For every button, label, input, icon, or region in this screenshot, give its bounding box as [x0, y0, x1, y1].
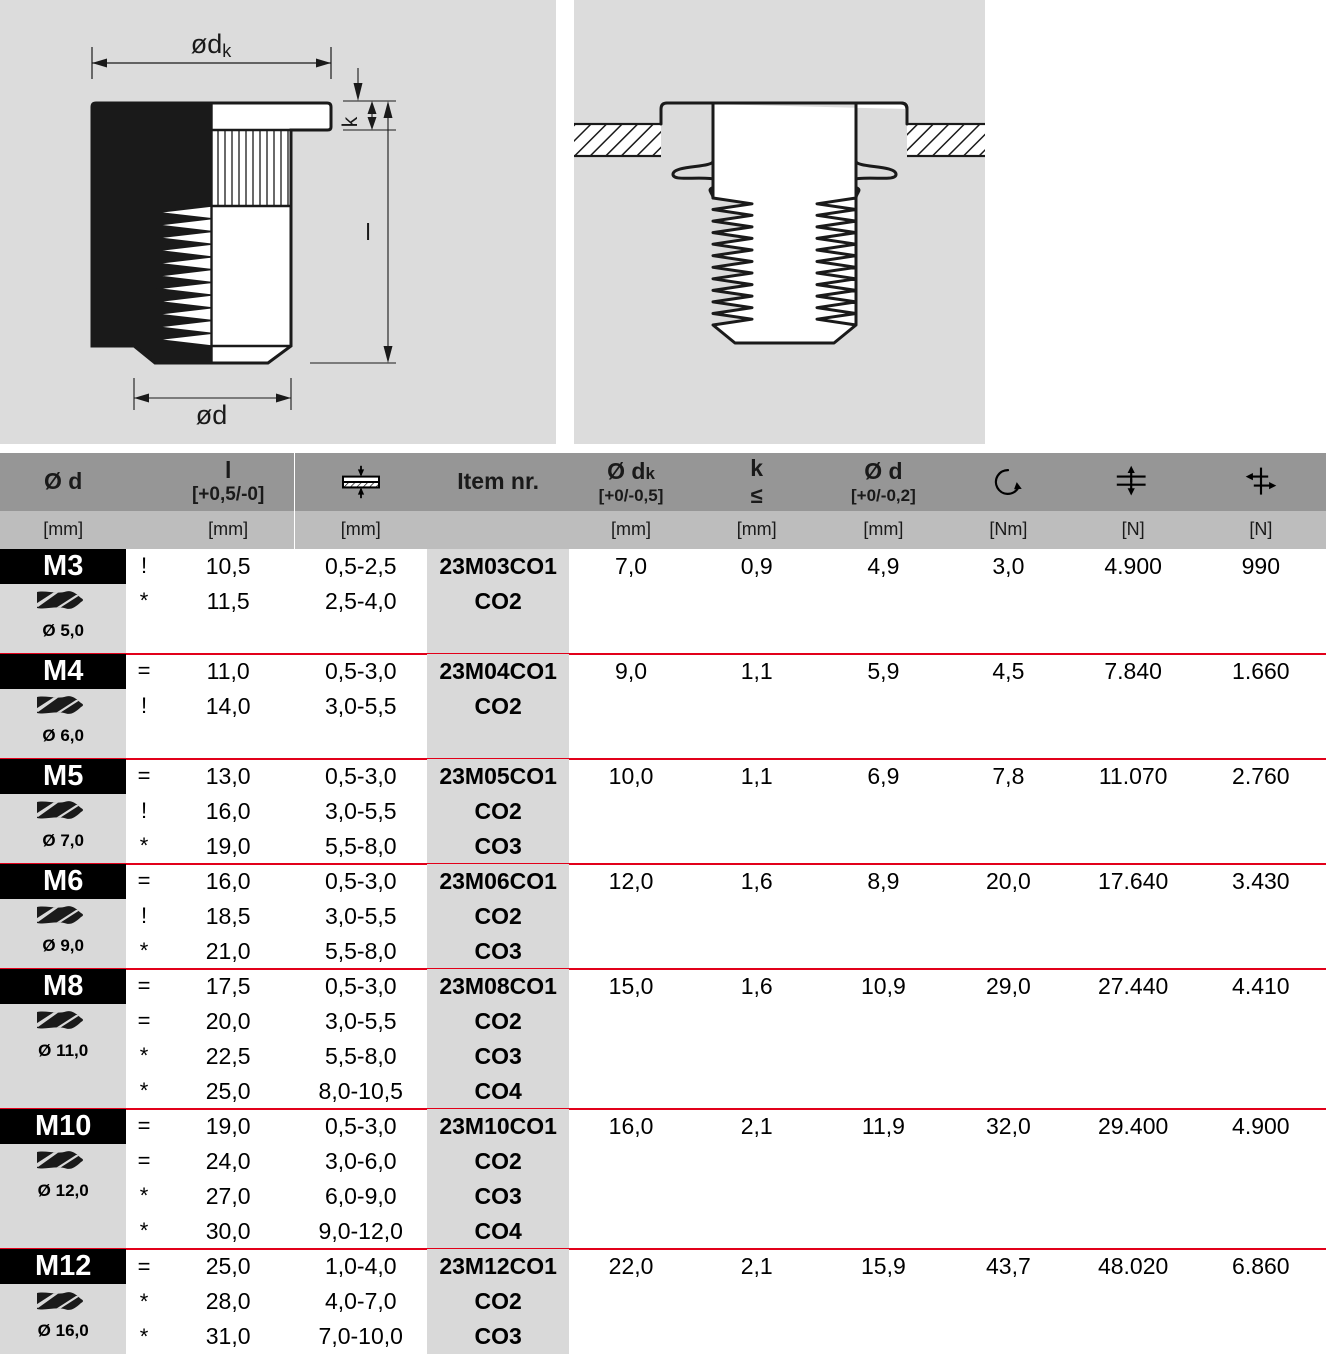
svg-text:l: l: [365, 219, 370, 245]
svg-text:ødk: ødk: [191, 29, 233, 61]
svg-text:ød: ød: [196, 400, 228, 430]
svg-text:k: k: [339, 116, 362, 127]
